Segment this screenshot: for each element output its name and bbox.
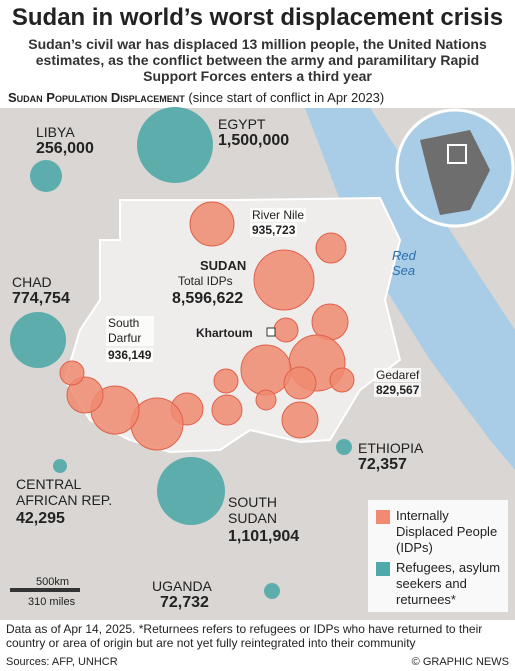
value: 935,723 (250, 223, 298, 237)
label: Total IDPs (178, 274, 233, 288)
section-title: Sudan Population Displacement (8, 90, 185, 105)
bubble (53, 459, 67, 473)
title: Sudan in world’s worst displacement cris… (11, 4, 504, 31)
legend-box (368, 500, 508, 612)
bubble (157, 457, 225, 525)
label: SUDAN (200, 258, 247, 273)
idp-bubbles (59, 201, 355, 451)
value: 774,754 (12, 290, 70, 307)
bubble (281, 401, 319, 439)
credit: © GRAPHIC NEWS (411, 656, 509, 668)
bubble (213, 368, 239, 394)
scale-label: 310 miles (28, 596, 76, 608)
bubble (240, 344, 292, 396)
label: EGYPT (218, 116, 266, 132)
section-header: Sudan Population Displacement (since sta… (8, 90, 384, 105)
scale-label: 500km (36, 576, 70, 588)
footnote: Data as of Apr 14, 2025. *Returnees refe… (6, 622, 483, 650)
label: South Darfur (106, 316, 154, 346)
scale-bar (10, 588, 80, 592)
legend-item: Internally Displaced People (IDPs) (396, 508, 498, 555)
value: 936,149 (106, 348, 154, 362)
bubble (59, 360, 85, 386)
label: Khartoum (196, 326, 253, 340)
bubble (137, 107, 213, 183)
value: 72,357 (358, 456, 407, 473)
value: 1,101,904 (228, 528, 300, 545)
value: 829,567 (374, 383, 422, 397)
section-note: (since start of conflict in Apr 2023) (188, 90, 385, 105)
bubble (336, 439, 352, 455)
bubble (189, 201, 235, 247)
label: SOUTH SUDAN (228, 494, 278, 526)
legend-swatch (376, 562, 390, 576)
label: CENTRAL AFRICAN REP. (16, 476, 113, 508)
value: 1,500,000 (218, 132, 290, 149)
bubble (66, 376, 104, 414)
label: ETHIOPIA (358, 440, 424, 456)
bubble (273, 317, 299, 343)
value: 8,596,622 (172, 290, 244, 307)
bubble (253, 249, 315, 311)
bubble (211, 394, 243, 426)
bubble (315, 232, 347, 264)
refugee-bubbles (10, 107, 352, 599)
label: LIBYA (36, 124, 75, 140)
subtitle: Sudan’s civil war has displaced 13 milli… (28, 36, 487, 84)
bubble (255, 389, 277, 411)
globe-focus (447, 144, 467, 164)
bubble (10, 312, 66, 368)
label: Gedaref (374, 368, 422, 382)
label: UGANDA (152, 578, 212, 594)
bubble (30, 160, 62, 192)
label: River Nile (250, 208, 307, 222)
bubble (329, 367, 355, 393)
capital-marker (266, 327, 276, 337)
sources: Sources: AFP, UNHCR (6, 656, 118, 668)
label: CHAD (12, 274, 52, 290)
value: 72,732 (160, 594, 209, 611)
globe-land (420, 130, 490, 215)
value: 256,000 (36, 140, 94, 157)
value: 42,295 (16, 510, 65, 527)
legend-swatch (376, 510, 390, 524)
legend-item: Refugees, asylum seekers and returnees* (396, 560, 501, 607)
bubble (264, 583, 280, 599)
bubble (283, 366, 317, 400)
sea-label: Red Sea (392, 248, 416, 278)
